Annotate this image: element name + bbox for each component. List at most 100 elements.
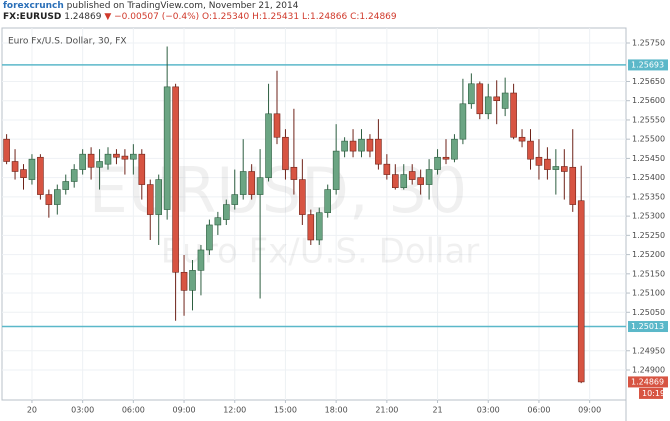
axes: 1.25750 1.25650 1.25600 1.25550 1.25500 1.254…: [27, 39, 668, 415]
x-tick-label: 21:00: [375, 406, 398, 415]
candle-body: [11, 161, 19, 172]
down-arrow: ▼: [104, 12, 112, 22]
candle-body: [265, 113, 272, 178]
y-tick-label: 1.25200: [632, 250, 665, 259]
candle-body: [239, 171, 247, 195]
candle-body: [206, 224, 213, 251]
x-tick-label: 18:00: [325, 406, 348, 415]
author[interactable]: forexcrunch: [3, 1, 64, 11]
x-tick-label: 09:00: [173, 406, 196, 415]
candle-body: [231, 194, 239, 205]
candle-body: [53, 189, 61, 205]
candle-body: [383, 163, 391, 175]
publish-line: forexcrunch published on TradingView.com…: [3, 1, 397, 12]
header: forexcrunch published on TradingView.com…: [3, 1, 397, 23]
candle-body: [375, 138, 382, 165]
candle-body: [197, 249, 205, 271]
x-tick-label: 09:00: [578, 406, 601, 415]
candles: [2, 46, 626, 384]
x-tick-label: 20: [27, 406, 37, 415]
y-tick-label: 1.25550: [632, 115, 665, 124]
candle-body: [28, 158, 36, 180]
symbol: FX:EURUSD: [3, 12, 62, 22]
watermark-symbol: EURUSD, 30: [89, 154, 467, 227]
candle-body: [408, 171, 416, 180]
candle-body: [544, 158, 551, 170]
candle-body: [172, 86, 179, 273]
candle-body: [535, 156, 543, 166]
published: published on TradingView.com, November 2…: [66, 1, 299, 11]
price-label-box: [628, 59, 668, 71]
candle-body: [180, 271, 188, 291]
y-tick-label: 1.25050: [632, 308, 665, 317]
price-label-box: [628, 321, 668, 333]
candle-body: [282, 136, 289, 170]
candle-body: [459, 103, 467, 140]
last-price-label: 1.24869: [631, 377, 664, 386]
candle-body: [96, 161, 103, 168]
x-tick-label: 03:00: [71, 406, 94, 415]
price-label: 1.25013: [631, 322, 664, 331]
candle-body: [79, 153, 86, 170]
candle-body: [307, 214, 315, 241]
y-tick-label: 1.25500: [632, 135, 665, 144]
y-tick-label: 1.25600: [632, 96, 665, 105]
candle-body: [527, 140, 534, 160]
y-tick-label: 1.25250: [632, 231, 665, 240]
x-tick-label: 03:00: [477, 406, 500, 415]
candle-body: [332, 150, 340, 190]
candle-body: [366, 138, 374, 152]
candle-body: [425, 169, 433, 185]
price-label: 1.25693: [631, 60, 664, 69]
candle-body: [391, 174, 399, 188]
candle-body: [214, 217, 222, 226]
y-tick-label: 1.25150: [632, 269, 665, 278]
candle-body: [113, 153, 120, 158]
y-tick-label: 1.25450: [632, 154, 665, 163]
countdown: 10:19: [642, 389, 665, 398]
ohlc: O:1.25340 H:1.25431 L:1.24866 C:1.24869: [202, 12, 397, 22]
candle-body: [155, 179, 162, 215]
candle-body: [3, 138, 10, 162]
candle-body: [138, 153, 146, 185]
y-tick-label: 1.24900: [632, 365, 665, 374]
candle-body: [510, 92, 517, 138]
candle-body: [299, 179, 306, 215]
change: −0.00507 (−0.4%): [114, 12, 200, 22]
chart-title: Euro Fx/U.S. Dollar, 30, FX: [8, 37, 127, 47]
candle-body: [248, 171, 255, 195]
candle-body: [341, 140, 348, 152]
quote-line: FX:EURUSD 1.24869 ▼ −0.00507 (−0.4%) O:1…: [3, 12, 397, 23]
y-tick-label: 1.25300: [632, 212, 665, 221]
candle-body: [189, 270, 196, 291]
candle-body: [468, 83, 475, 105]
candle-body: [476, 83, 484, 115]
y-tick-label: 1.25650: [632, 77, 665, 86]
candle-body: [442, 156, 450, 160]
candle-body: [70, 169, 78, 182]
candle-body: [577, 200, 585, 383]
candle-body: [273, 113, 281, 138]
price: 1.24869: [64, 12, 102, 22]
candle-body: [569, 166, 577, 205]
candle-body: [256, 177, 264, 195]
candle-body: [324, 189, 332, 213]
candle-body: [20, 169, 27, 178]
candle-body: [349, 140, 357, 152]
candle-body: [163, 86, 171, 210]
candle-body: [358, 138, 365, 152]
candle-body: [484, 96, 492, 115]
candle-body: [315, 212, 323, 241]
y-tick-label: 1.25350: [632, 192, 665, 201]
y-tick-label: 1.25750: [632, 39, 665, 48]
candle-body: [130, 153, 137, 160]
candle-body: [451, 138, 458, 160]
x-tick-label: 06:00: [527, 406, 550, 415]
candle-body: [104, 153, 112, 165]
plot-frame: [1, 27, 627, 401]
candle-body: [417, 177, 424, 185]
countdown-box: [639, 387, 663, 399]
candle-body: [552, 166, 560, 170]
candle-body: [493, 96, 501, 102]
candle-body: [290, 166, 298, 180]
